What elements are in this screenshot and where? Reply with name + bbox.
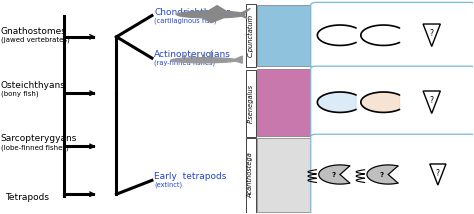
FancyBboxPatch shape <box>311 66 474 138</box>
Text: (jawed vertebrates): (jawed vertebrates) <box>0 37 70 43</box>
Text: Acanthostega: Acanthostega <box>247 153 254 198</box>
Polygon shape <box>238 15 247 19</box>
Text: Tetrapods: Tetrapods <box>5 193 49 202</box>
Polygon shape <box>208 6 226 11</box>
Polygon shape <box>238 8 250 15</box>
Text: (lobe-finned fishes): (lobe-finned fishes) <box>0 144 68 151</box>
Polygon shape <box>233 56 242 63</box>
Text: Sarcopterygyans: Sarcopterygyans <box>0 134 77 143</box>
Polygon shape <box>367 165 398 184</box>
FancyBboxPatch shape <box>311 134 474 214</box>
Text: Chondrichthyans: Chondrichthyans <box>155 8 231 17</box>
Text: Hoxa: Hoxa <box>378 6 403 16</box>
Polygon shape <box>361 92 400 112</box>
Text: Actinopterygians: Actinopterygians <box>155 51 231 59</box>
Polygon shape <box>318 92 356 112</box>
Text: (ray-finned fishes): (ray-finned fishes) <box>155 60 215 67</box>
Text: (extinct): (extinct) <box>155 181 182 188</box>
FancyBboxPatch shape <box>311 2 474 68</box>
Text: C.punctatum: C.punctatum <box>247 14 254 57</box>
FancyBboxPatch shape <box>246 138 256 213</box>
Text: ?: ? <box>436 169 440 178</box>
Text: Osteichthyans: Osteichthyans <box>0 81 65 90</box>
Polygon shape <box>203 18 223 23</box>
Text: ?: ? <box>430 29 434 38</box>
FancyBboxPatch shape <box>246 4 256 67</box>
Polygon shape <box>319 165 350 184</box>
FancyBboxPatch shape <box>257 69 314 136</box>
Text: Hoxd: Hoxd <box>336 6 361 16</box>
Text: Early  tetrapods: Early tetrapods <box>155 172 227 181</box>
Text: Gli3R: Gli3R <box>425 6 451 16</box>
Ellipse shape <box>171 58 237 63</box>
FancyBboxPatch shape <box>257 5 314 65</box>
Text: ?: ? <box>430 96 434 105</box>
Text: P.senegalus: P.senegalus <box>248 84 254 123</box>
Text: (cartilaginous fish): (cartilaginous fish) <box>155 17 217 24</box>
Text: (bony fish): (bony fish) <box>0 91 38 98</box>
Text: Gnathostomes: Gnathostomes <box>0 27 66 36</box>
Text: ?: ? <box>380 171 384 177</box>
FancyBboxPatch shape <box>257 138 314 212</box>
Ellipse shape <box>177 11 245 18</box>
Text: ?: ? <box>332 171 336 177</box>
FancyBboxPatch shape <box>246 70 256 137</box>
